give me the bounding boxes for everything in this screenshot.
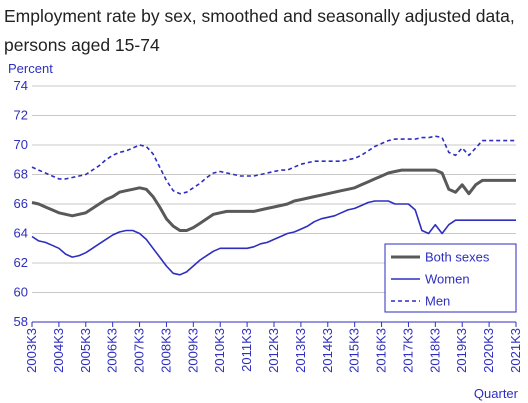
- x-tick-label: 2015K3: [347, 328, 362, 373]
- legend-label-women: Women: [425, 272, 470, 287]
- y-tick-label: 62: [14, 255, 28, 270]
- legend-label-both-sexes: Both sexes: [425, 250, 490, 265]
- x-tick-label: 2009K3: [185, 328, 200, 373]
- y-tick-label: 58: [14, 314, 28, 329]
- x-tick-label: 2014K3: [320, 328, 335, 373]
- y-tick-label: 66: [14, 196, 28, 211]
- x-tick-label: 2012K3: [266, 328, 281, 373]
- x-axis-label: Quarter: [474, 386, 519, 401]
- legend: Both sexes Women Men: [384, 243, 517, 313]
- legend-box: [384, 243, 517, 313]
- x-tick-label: 2017K3: [400, 328, 415, 373]
- x-tick-label: 2007K3: [132, 328, 147, 373]
- x-tick-label: 2010K3: [212, 328, 227, 373]
- x-tick-label: 2013K3: [293, 328, 308, 373]
- x-tick-label: 2008K3: [158, 328, 173, 373]
- y-axis-ticks: 58 60 62 64 66 68 70 72 74: [14, 78, 28, 329]
- series-lines: [31, 135, 516, 276]
- y-tick-label: 72: [14, 108, 28, 123]
- x-tick-label: 2003K3: [24, 328, 39, 373]
- x-axis-ticks: 2003K3 2004K3 2005K3 2006K3 2007K3 2008K3 2009…: [24, 322, 523, 373]
- y-tick-label: 64: [14, 226, 28, 241]
- x-tick-label: 2016K3: [374, 328, 389, 373]
- x-tick-label: 2005K3: [78, 328, 93, 373]
- y-tick-label: 70: [14, 137, 28, 152]
- x-tick-label: 2019K3: [454, 328, 469, 373]
- chart-title: Employment rate by sex, smoothed and sea…: [4, 6, 515, 55]
- y-axis-label: Percent: [8, 61, 53, 76]
- legend-label-men: Men: [425, 294, 450, 309]
- y-tick-label: 74: [14, 78, 28, 93]
- y-tick-label: 68: [14, 167, 28, 182]
- x-tick-label: 2004K3: [51, 328, 66, 373]
- x-tick-label: 2021K3: [508, 328, 523, 373]
- x-tick-label: 2018K3: [427, 328, 442, 373]
- x-tick-label: 2011K3: [239, 328, 254, 372]
- series-line-both-sexes: [31, 168, 516, 232]
- y-tick-label: 60: [14, 285, 28, 300]
- x-tick-label: 2020K3: [481, 328, 496, 373]
- x-tick-label: 2006K3: [105, 328, 120, 373]
- series-line-women: [31, 200, 516, 276]
